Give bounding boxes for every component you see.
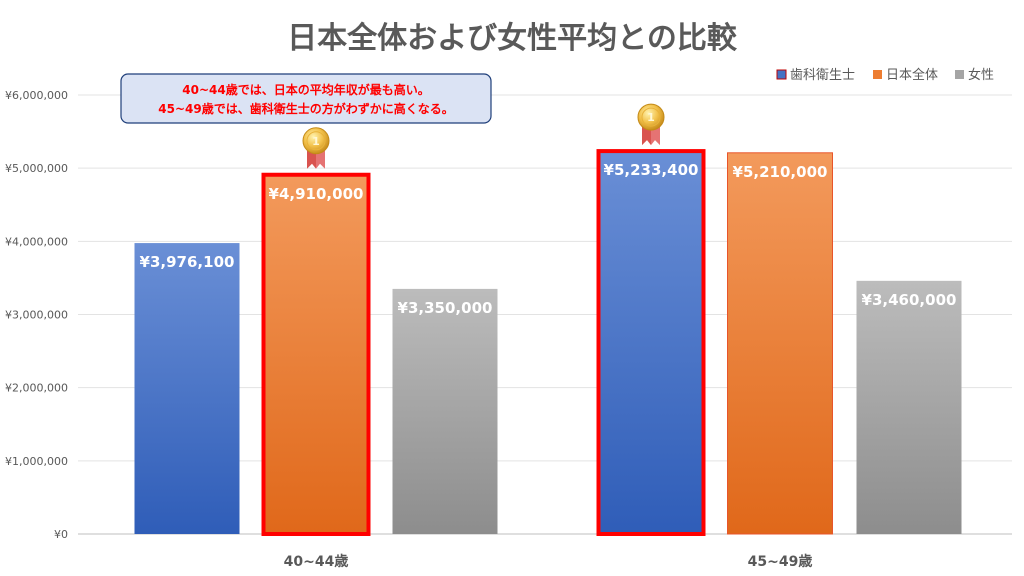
y-tick-label: ¥5,000,000 — [5, 162, 68, 175]
bar-women-0 — [392, 288, 498, 534]
annotation-callout: 40~44歳では、日本の平均年収が最も高い。 45~49歳では、歯科衛生士の方が… — [120, 73, 492, 124]
legend-swatch-japan-overall — [873, 70, 882, 79]
bars — [134, 149, 962, 536]
bar-value-label: ¥5,210,000 — [733, 163, 828, 181]
legend: 歯科衛生士 日本全体 女性 — [776, 67, 994, 83]
bar-women-1 — [856, 280, 962, 534]
legend-swatch-women — [955, 70, 964, 79]
legend-label-women: 女性 — [968, 67, 994, 83]
medal-rank-label: 1 — [647, 111, 655, 124]
bar-japan-overall-1 — [727, 152, 833, 535]
y-tick-label: ¥1,000,000 — [5, 455, 68, 468]
medal-rank-label: 1 — [312, 135, 320, 148]
bar-dental-hygienist-1 — [596, 149, 706, 536]
chart-title: 日本全体および女性平均との比較 — [287, 21, 738, 56]
callout-line-1: 40~44歳では、日本の平均年収が最も高い。 — [182, 82, 429, 97]
legend-swatch-dental-hygienist — [776, 69, 787, 80]
medal-inner-ring — [306, 131, 326, 151]
bar-value-label: ¥3,350,000 — [398, 299, 493, 317]
bar-japan-overall-0 — [261, 172, 371, 536]
y-tick-label: ¥0 — [54, 528, 68, 541]
bar-data-labels: ¥3,976,100 ¥4,910,000 ¥3,350,000 ¥5,233,400… — [140, 161, 957, 317]
x-category-label: 40~44歳 — [284, 553, 349, 570]
callout-line-2: 45~49歳では、歯科衛生士の方がわずかに高くなる。 — [158, 101, 453, 116]
legend-label-dental-hygienist: 歯科衛生士 — [790, 68, 855, 83]
bar-dental-hygienist-0 — [134, 243, 240, 534]
x-axis-categories: 40~44歳 45~49歳 — [284, 553, 813, 570]
x-category-label: 45~49歳 — [748, 553, 813, 570]
y-tick-label: ¥3,000,000 — [5, 309, 68, 322]
bar-value-label: ¥5,233,400 — [604, 161, 699, 179]
y-axis-ticks: ¥0 ¥1,000,000 ¥2,000,000 ¥3,000,000 ¥4,000,0… — [5, 89, 68, 541]
y-tick-label: ¥2,000,000 — [5, 382, 68, 395]
gold-medal-icon: 1 — [637, 103, 665, 146]
bar-value-label: ¥3,976,100 — [140, 253, 235, 271]
bar-value-label: ¥4,910,000 — [269, 185, 364, 203]
medals: 11 — [302, 103, 665, 169]
y-tick-label: ¥4,000,000 — [5, 235, 68, 248]
medal-inner-ring — [641, 107, 661, 127]
bar-value-label: ¥3,460,000 — [862, 291, 957, 309]
gold-medal-icon: 1 — [302, 127, 330, 169]
callout-box — [120, 73, 492, 124]
legend-label-japan-overall: 日本全体 — [886, 67, 938, 83]
y-tick-label: ¥6,000,000 — [5, 89, 68, 102]
